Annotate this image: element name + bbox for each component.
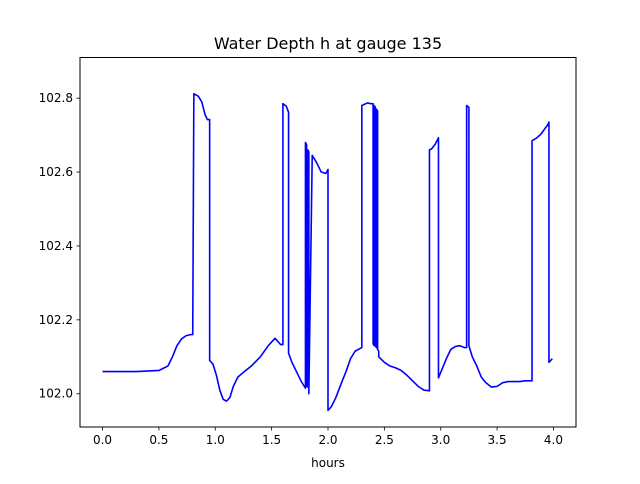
x-tick-label: 1.5 <box>262 433 281 447</box>
plot-frame <box>79 57 577 428</box>
x-tick-label: 2.5 <box>375 433 394 447</box>
x-tick-label: 3.0 <box>431 433 450 447</box>
y-tick-label: 102.0 <box>39 387 73 401</box>
x-axis-label: hours <box>311 456 345 470</box>
y-tick-label: 102.4 <box>39 239 73 253</box>
x-axis: 0.0 0.5 1.0 1.5 2.0 2.5 3.0 3.5 4.0 <box>93 427 563 447</box>
y-axis: 102.0 102.2 102.4 102.6 102.8 <box>39 91 80 401</box>
y-tick-label: 102.2 <box>39 313 73 327</box>
y-tick-label: 102.8 <box>39 91 73 105</box>
x-tick-label: 1.0 <box>206 433 225 447</box>
x-tick-label: 0.5 <box>149 433 168 447</box>
x-tick-label: 3.5 <box>488 433 507 447</box>
x-tick-label: 0.0 <box>93 433 112 447</box>
x-tick-label: 2.0 <box>318 433 337 447</box>
series-line-0 <box>102 92 553 412</box>
y-tick-label: 102.6 <box>39 165 73 179</box>
chart-title: Water Depth h at gauge 135 <box>214 34 442 53</box>
plot-area <box>102 92 553 412</box>
x-tick-label: 4.0 <box>544 433 563 447</box>
